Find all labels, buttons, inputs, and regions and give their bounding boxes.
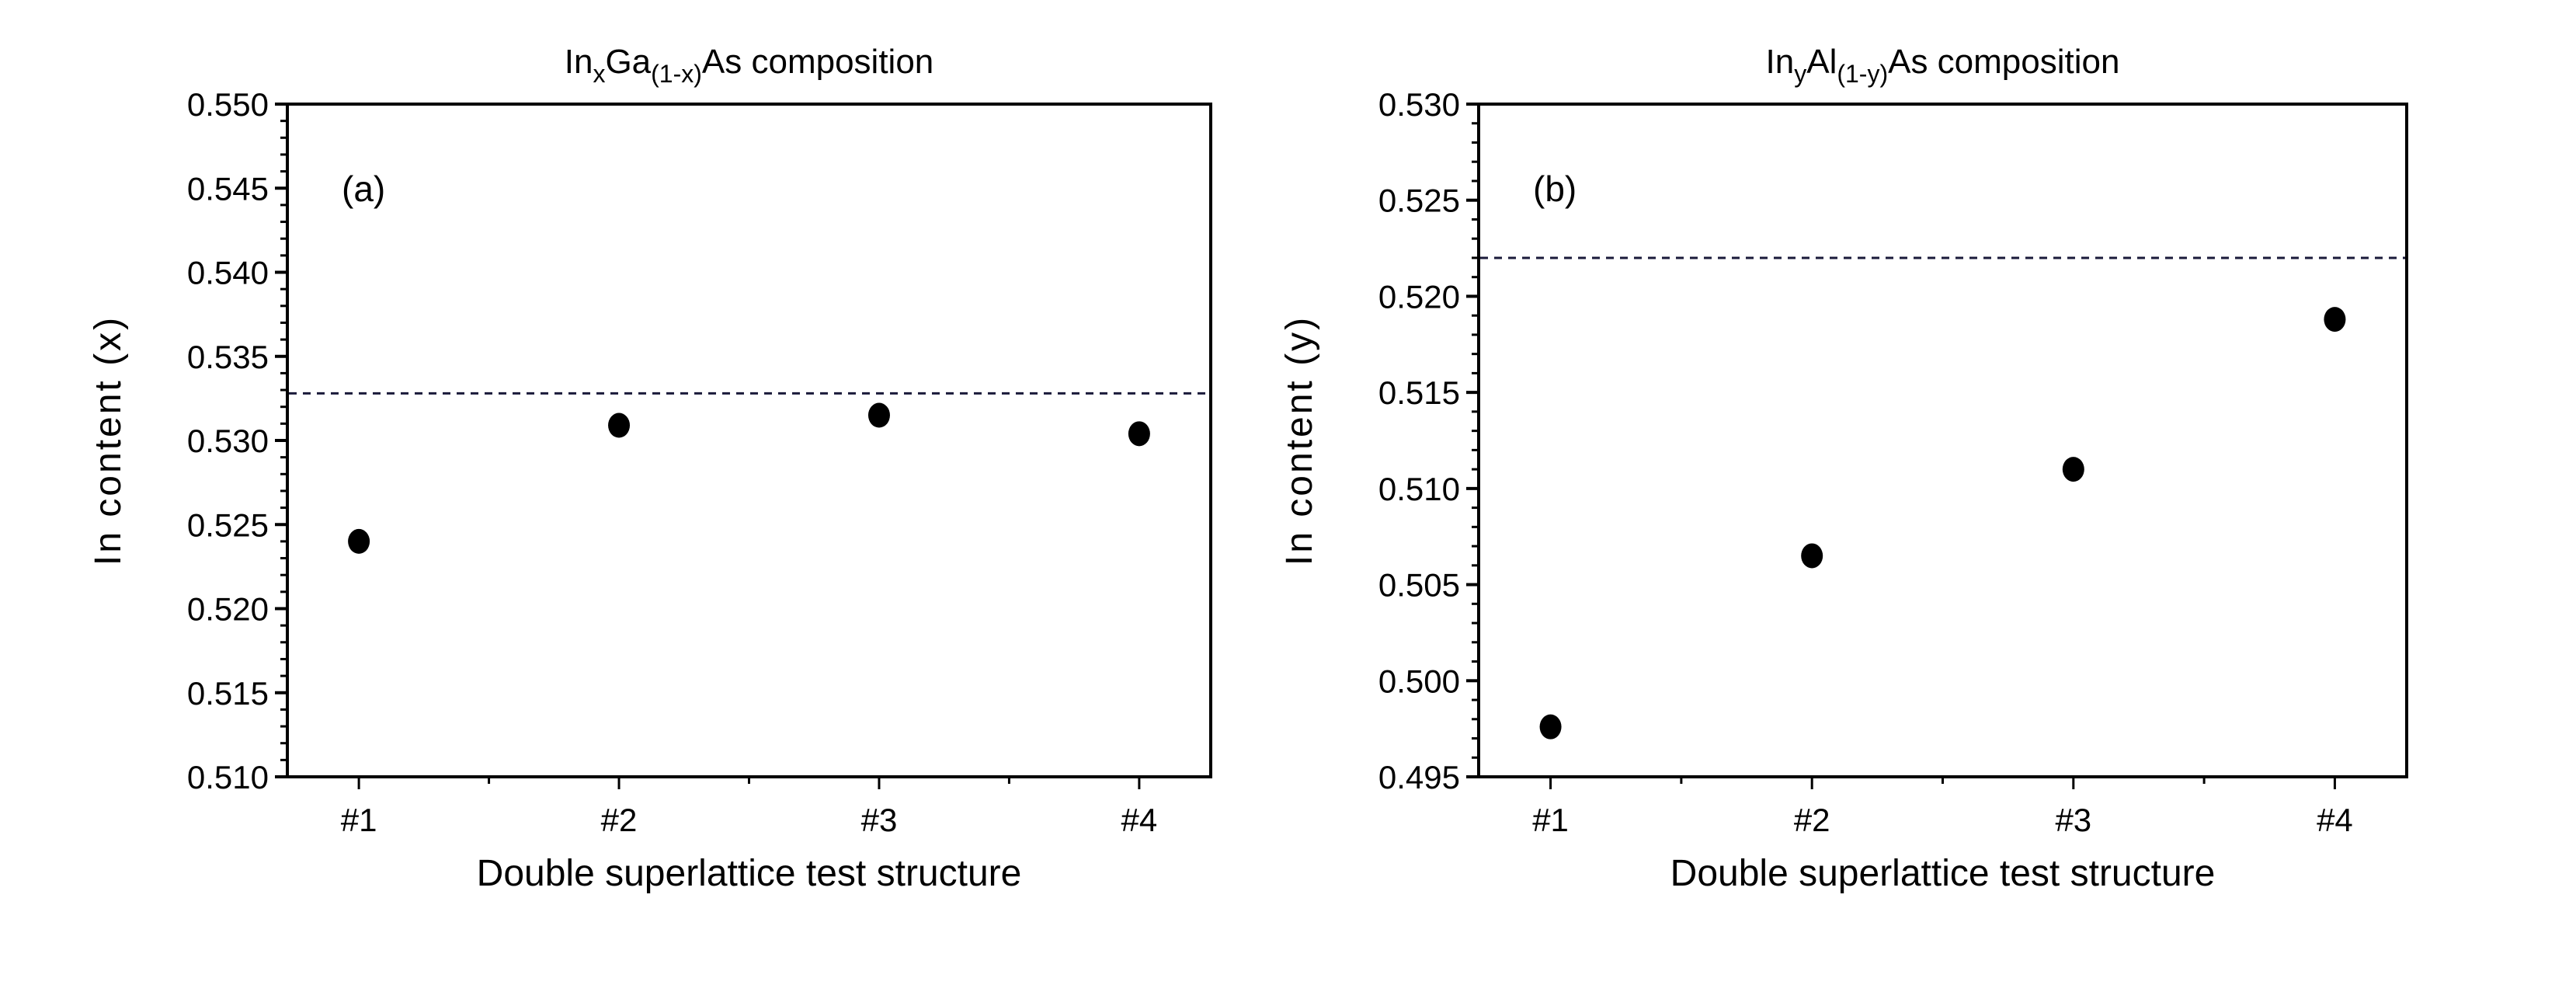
y-tick-label: 0.550 xyxy=(187,86,269,123)
data-series xyxy=(348,402,1150,554)
y-tick-label: 0.525 xyxy=(187,506,269,543)
scatter-plot-b: InyAl(1-y)As composition0.4950.5000.5050… xyxy=(1279,43,2408,894)
chart-title: InyAl(1-y)As composition xyxy=(1766,43,2120,88)
data-point xyxy=(2324,307,2346,332)
x-axis: #1 #2 #3 #4 xyxy=(1532,777,2353,838)
y-tick-label: 0.530 xyxy=(1378,86,1460,123)
data-point xyxy=(2062,457,2084,482)
x-tick-label: #4 xyxy=(1121,802,1158,838)
data-point xyxy=(1801,543,1823,569)
y-tick-label: 0.545 xyxy=(187,170,269,207)
x-tick-label: #1 xyxy=(1532,802,1569,838)
y-tick-label: 0.530 xyxy=(187,423,269,459)
y-tick-label: 0.505 xyxy=(1378,567,1460,604)
y-axis: 0.510 0.515 0.520 0.525 0.530 0.535 0.540 0.545… xyxy=(187,86,287,795)
y-axis-label: In content (y) xyxy=(1279,315,1320,566)
chart-panel-a: InxGa(1-x)As composition 0.510 0.515 0.520 0… xyxy=(0,0,1281,992)
y-tick-label: 0.525 xyxy=(1378,183,1460,219)
plot-frame xyxy=(286,103,1212,778)
y-tick-label: 0.515 xyxy=(1378,374,1460,411)
scatter-plot-a: InxGa(1-x)As composition0.5100.5150.5200… xyxy=(88,43,1212,894)
chart-title: InxGa(1-x)As composition xyxy=(565,43,934,88)
x-axis: #1 #2 #3 #4 xyxy=(341,777,1158,838)
x-axis-label: Double superlattice test structure xyxy=(1670,853,2216,894)
plot-frame xyxy=(1477,103,2408,778)
data-point xyxy=(608,412,631,438)
panel-tag: (b) xyxy=(1533,169,1577,209)
data-point xyxy=(1128,421,1150,447)
y-tick-label: 0.500 xyxy=(1378,663,1460,699)
y-tick-label: 0.540 xyxy=(187,255,269,291)
y-tick-label: 0.495 xyxy=(1378,759,1460,795)
x-tick-label: #2 xyxy=(601,802,638,838)
y-tick-label: 0.510 xyxy=(187,759,269,795)
y-tick-label: 0.510 xyxy=(1378,471,1460,507)
x-tick-label: #1 xyxy=(341,802,377,838)
panel-tag: (a) xyxy=(342,169,385,209)
y-tick-label: 0.515 xyxy=(187,675,269,712)
data-point xyxy=(1539,714,1562,740)
x-axis-label: Double superlattice test structure xyxy=(477,853,1022,894)
y-tick-label: 0.520 xyxy=(187,591,269,628)
x-tick-label: #2 xyxy=(1794,802,1830,838)
y-tick-label: 0.535 xyxy=(187,339,269,375)
chart-panel-b: InyAl(1-y)As composition 0.495 0.500 0.505 0… xyxy=(1279,0,2576,992)
data-point xyxy=(867,402,890,428)
y-axis-label: In content (x) xyxy=(88,315,129,566)
y-tick-label: 0.520 xyxy=(1378,278,1460,315)
x-tick-label: #4 xyxy=(2317,802,2353,838)
data-series xyxy=(1539,307,2346,740)
x-tick-label: #3 xyxy=(2055,802,2091,838)
data-point xyxy=(348,528,370,554)
y-axis: 0.495 0.500 0.505 0.510 0.515 0.520 0.525 0.530 xyxy=(1378,86,1479,795)
x-tick-label: #3 xyxy=(861,802,898,838)
